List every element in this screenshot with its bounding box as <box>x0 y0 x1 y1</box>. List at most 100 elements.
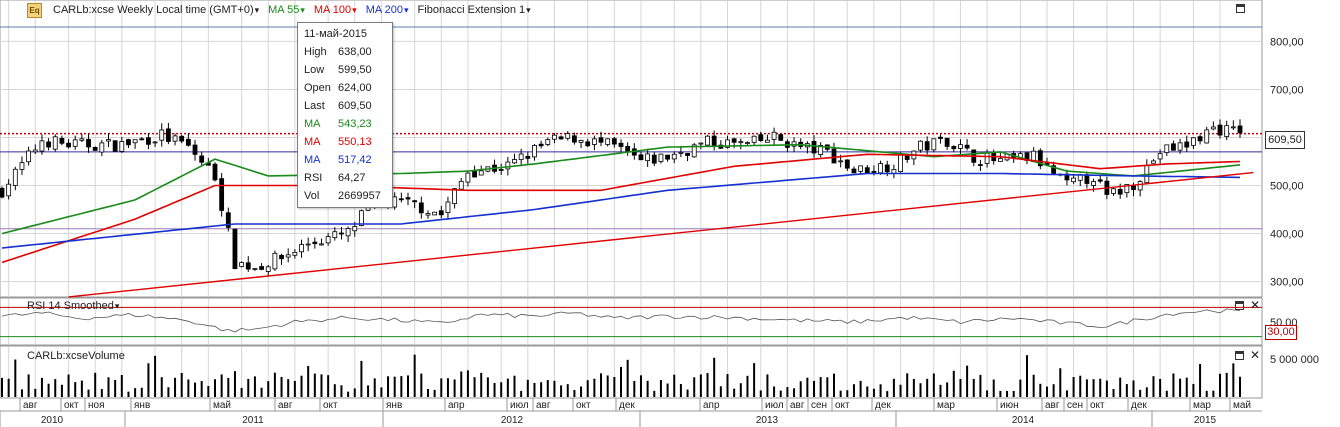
volume-panel-maximize-icon[interactable] <box>1235 351 1244 360</box>
tooltip-row: Vol 2669957 <box>298 187 392 205</box>
candle-body <box>1137 181 1143 191</box>
month-label: июл <box>765 400 784 411</box>
candle-body <box>738 141 744 144</box>
price-tick-label: 800,00 <box>1270 36 1304 48</box>
tooltip-row: Low 599,50 <box>298 61 392 79</box>
tooltip-value: 638,00 <box>338 46 372 58</box>
tooltip-row: Open 624,00 <box>298 79 392 97</box>
candle-body <box>538 143 544 147</box>
candle-body <box>299 244 304 253</box>
symbol-selector[interactable]: CARLb:xcse Weekly Local time (GMT+0) <box>53 4 259 16</box>
month-label: окт <box>323 400 338 411</box>
tooltip-key: MA <box>304 136 321 148</box>
tooltip-key: Low <box>304 64 325 76</box>
candle-body <box>658 153 664 162</box>
month-label: мар <box>1193 400 1211 411</box>
candle-body <box>272 252 278 270</box>
price-tick-label: 500,00 <box>1270 181 1304 193</box>
candle-body <box>478 170 484 176</box>
candle-body <box>445 201 451 213</box>
month-label: сен <box>1067 400 1083 411</box>
price-tick-label: 700,00 <box>1270 84 1304 96</box>
candle-body <box>0 187 5 198</box>
candle-body <box>978 164 983 166</box>
candle-body <box>844 159 850 169</box>
month-label: авг <box>1045 400 1060 411</box>
candle-body <box>765 139 770 143</box>
candle-body <box>1111 188 1116 194</box>
candle-body <box>59 138 65 144</box>
candle-body <box>651 154 657 164</box>
candle-body <box>39 140 45 152</box>
candle-body <box>1071 177 1077 183</box>
candle-body <box>99 142 105 153</box>
candle-body <box>452 188 458 204</box>
tooltip-key: MA <box>304 154 321 166</box>
tooltip-value: 2669957 <box>338 190 381 202</box>
equity-icon[interactable]: Eq <box>27 2 42 18</box>
candle-body <box>591 138 597 145</box>
rsi-panel-close-icon[interactable]: ✕ <box>1250 298 1261 312</box>
candle-body <box>558 136 564 140</box>
candle-body <box>585 141 591 147</box>
ma100-indicator-label[interactable]: MA 100 <box>314 4 357 16</box>
tooltip-row: RSI 64,27 <box>298 169 392 187</box>
trend-line <box>68 171 1254 298</box>
tooltip-row: MA 543,23 <box>298 115 392 133</box>
candle-body <box>831 148 837 164</box>
volume-panel-title[interactable]: CARLb:xcseVolume <box>27 350 125 362</box>
candle-body <box>279 254 284 260</box>
tooltip-key: Last <box>304 100 325 112</box>
tooltip-row: Last 609,50 <box>298 97 392 115</box>
candle-body <box>305 243 311 246</box>
tooltip-key: MA <box>304 118 321 130</box>
candle-body <box>112 140 118 152</box>
tooltip-row: MA 550,13 <box>298 133 392 151</box>
candle-body <box>79 138 85 141</box>
month-label: янв <box>386 400 402 411</box>
candle-body <box>165 128 171 142</box>
candle-body <box>438 210 444 216</box>
fibonacci-tool-label[interactable]: Fibonacci Extension 1 <box>418 4 531 16</box>
candle-body <box>1164 144 1170 153</box>
ma200-indicator-label[interactable]: MA 200 <box>366 4 409 16</box>
candle-body <box>139 138 145 141</box>
candle-body <box>185 138 191 146</box>
rsi-series <box>0 306 1262 338</box>
month-label: мар <box>937 400 955 411</box>
candle-body <box>259 266 264 270</box>
candle-body <box>285 254 291 258</box>
month-label: дек <box>619 400 635 411</box>
candle-body <box>339 232 344 235</box>
price-tick-label: 400,00 <box>1270 229 1304 241</box>
candle-body <box>159 129 165 141</box>
ma55-indicator-label[interactable]: MA 55 <box>268 4 305 16</box>
candle-body <box>179 135 185 142</box>
candle-body <box>898 153 903 172</box>
month-label: май <box>213 400 231 411</box>
rsi-panel-title[interactable]: RSI 14 Smoothed <box>27 300 119 312</box>
candle-body <box>345 228 351 237</box>
candle-body <box>565 133 571 139</box>
candle-body <box>46 141 51 148</box>
month-label: окт <box>64 400 79 411</box>
candle-body <box>245 262 251 270</box>
candle-body <box>126 139 131 146</box>
volume-panel-close-icon[interactable]: ✕ <box>1250 348 1261 362</box>
candle-body <box>66 142 71 148</box>
candle-body <box>1051 165 1057 174</box>
candle-body <box>572 135 577 143</box>
candle-body <box>771 131 777 140</box>
candle-body <box>392 196 398 208</box>
candle-body <box>818 144 824 155</box>
candle-body <box>1230 126 1236 129</box>
candle-body <box>1151 160 1156 164</box>
tooltip-row: High 638,00 <box>298 43 392 61</box>
rsi-panel-maximize-icon[interactable] <box>1235 301 1244 310</box>
chevron-down-icon[interactable] <box>114 300 120 312</box>
candle-body <box>1084 174 1090 184</box>
main-panel-maximize-icon[interactable] <box>1236 4 1245 13</box>
candle-body <box>605 138 611 145</box>
candle-body <box>625 146 631 152</box>
